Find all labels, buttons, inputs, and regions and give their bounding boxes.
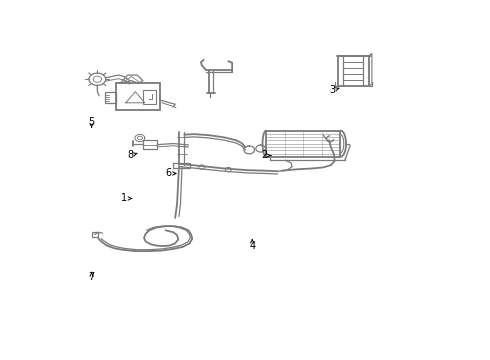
Text: 7: 7 [89,273,95,283]
Bar [267,131,341,157]
Text: 2: 2 [261,150,268,161]
Bar [143,90,156,104]
Bar [116,84,160,110]
Text: 5: 5 [89,117,95,127]
Bar [105,92,116,103]
Bar [339,56,369,86]
Text: 6: 6 [166,168,172,179]
Bar [92,232,98,237]
Text: 4: 4 [249,240,255,251]
Bar [143,140,157,149]
Text: 8: 8 [128,150,134,161]
Text: 1: 1 [121,193,127,203]
Bar [173,163,190,168]
Text: 3: 3 [330,85,336,95]
